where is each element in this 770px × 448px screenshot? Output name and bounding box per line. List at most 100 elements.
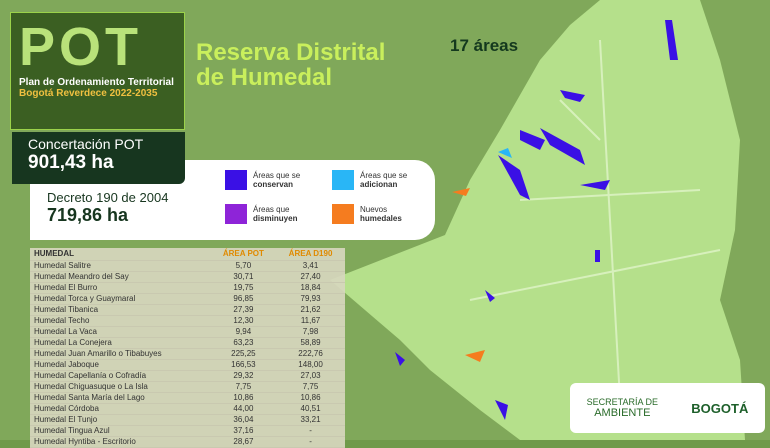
legend-strong: adicionan (360, 180, 398, 189)
wetland (540, 128, 585, 165)
table-cell: Humedal Córdoba (30, 403, 211, 415)
table-cell: Humedal El Burro (30, 282, 211, 294)
wetland-table: HUMEDAL ÁREA POT ÁREA D190 Humedal Salitre 5… (30, 248, 345, 448)
city-area (330, 0, 745, 440)
table-cell: 7,75 (210, 381, 277, 393)
table-cell: 29,32 (210, 370, 277, 382)
table-cell: Humedal La Conejera (30, 337, 211, 349)
legend-swatch (225, 170, 247, 190)
legend-strong: conservan (253, 180, 294, 189)
legend-strong: disminuyen (253, 214, 298, 223)
table-row: Humedal Tibanica 27,39 21,62 (30, 304, 345, 316)
table-cell: Humedal Techo (30, 315, 211, 327)
secretaria-label: SECRETARÍA DE (586, 397, 658, 407)
logo-tagline: Bogotá Reverdece 2022-2035 (19, 88, 158, 99)
table-row: Humedal La Conejera 63,23 58,89 (30, 337, 345, 349)
table-header: HUMEDAL ÁREA POT ÁREA D190 (30, 248, 345, 261)
legend-label: Áreas que se (360, 171, 408, 180)
wetland (665, 20, 678, 60)
table-cell: Humedal Santa María del Lago (30, 392, 211, 404)
table-cell: Humedal Torca y Guaymaral (30, 293, 211, 305)
table-cell: 18,84 (276, 282, 345, 294)
table-cell: Humedal Salitre (30, 260, 211, 272)
summary-value: 901,43 ha (28, 152, 114, 173)
table-row: Humedal El Burro 19,75 18,84 (30, 282, 345, 294)
legend-item: Áreas que se adicionan (332, 170, 427, 190)
decreto: Decreto 190 de 2004 719,86 ha (47, 190, 168, 226)
logo-subtitle: Plan de Ordenamiento Territorial (19, 77, 174, 88)
table-cell: Humedal Capellanía o Cofradía (30, 370, 211, 382)
table-cell: Humedal Hyntiba - Escritorio (30, 436, 211, 448)
table-cell: 63,23 (210, 337, 277, 349)
table-cell: 79,93 (276, 293, 345, 305)
wetland (498, 155, 530, 200)
table-cell: 33,21 (276, 414, 345, 426)
legend-swatch (332, 170, 354, 190)
table-cell: 9,94 (210, 326, 277, 338)
table-cell: 148,00 (276, 359, 345, 371)
table-cell: 19,75 (210, 282, 277, 294)
legend-swatch (332, 204, 354, 224)
table-row: Humedal Juan Amarillo o Tibabuyes 225,25 2… (30, 348, 345, 360)
table-cell: 225,25 (210, 348, 277, 360)
table-row: Humedal Techo 12,30 11,67 (30, 315, 345, 327)
legend-label: Áreas que se (253, 171, 301, 180)
area-count: 17 áreas (450, 36, 519, 55)
wetland (452, 188, 470, 196)
legend-text: Áreas que disminuyen (253, 205, 297, 223)
header-cell: HUMEDAL (30, 248, 211, 261)
table-row: Humedal Capellanía o Cofradía 29,32 27,03 (30, 370, 345, 382)
wetland (495, 400, 508, 420)
table-cell: 21,62 (276, 304, 345, 316)
table-row: Humedal Chiguasuque o La Isla 7,75 7,75 (30, 381, 345, 393)
table-cell: Humedal Jaboque (30, 359, 211, 371)
title: Reserva Distrital de Humedal (196, 39, 386, 91)
table-cell: 12,30 (210, 315, 277, 327)
legend-swatch (225, 204, 247, 224)
footer-logos: SECRETARÍA DE AMBIENTE BOGOTÁ (570, 383, 765, 433)
legend-text: Áreas que se adicionan (360, 171, 407, 189)
summary-value: 719,86 ha (47, 205, 129, 225)
table-cell: 222,76 (276, 348, 345, 360)
header-cell: ÁREA D190 (276, 248, 345, 261)
summary-label: Decreto 190 de 2004 (47, 190, 169, 205)
table-cell: 40,51 (276, 403, 345, 415)
legend-text: Áreas que se conservan (253, 171, 300, 189)
legend-item: Nuevos humedales (332, 204, 427, 224)
table-cell: Humedal El Tunjo (30, 414, 211, 426)
wetland (520, 130, 545, 150)
wetland (395, 352, 405, 366)
table-cell: 27,39 (210, 304, 277, 316)
table-row: Humedal La Vaca 9,94 7,98 (30, 326, 345, 338)
pot-logo: POT Plan de Ordenamiento Territorial Bog… (10, 12, 185, 130)
legend-label: Nuevos (360, 205, 388, 214)
table-cell: Humedal La Vaca (30, 326, 211, 338)
table-cell: 96,85 (210, 293, 277, 305)
table-row: Humedal Salitre 5,70 3,41 (30, 260, 345, 272)
secretaria-logo: SECRETARÍA DE AMBIENTE (587, 397, 658, 419)
table-row: Humedal Santa María del Lago 10,86 10,86 (30, 392, 345, 404)
legend-item: Áreas que se conservan (225, 170, 320, 190)
logo-title: POT (19, 17, 143, 77)
legend: Áreas que se conservan Áreas que se adicion… (225, 170, 435, 224)
header-cell: ÁREA POT (210, 248, 277, 261)
table-cell: 11,67 (276, 315, 345, 327)
wetland (580, 180, 610, 190)
table-cell: Humedal Tingua Azul (30, 425, 211, 437)
table-row: Humedal Meandro del Say 30,71 27,40 (30, 271, 345, 283)
table-cell: 3,41 (276, 260, 345, 272)
table-cell: 27,03 (276, 370, 345, 382)
wetland (465, 350, 485, 362)
ambiente-label: AMBIENTE (594, 407, 651, 419)
roads (469, 39, 721, 401)
table-cell: 58,89 (276, 337, 345, 349)
table-cell: 37,16 (210, 425, 277, 437)
table-cell: Humedal Tibanica (30, 304, 211, 316)
table-cell: 166,53 (210, 359, 277, 371)
table-row: Humedal Torca y Guaymaral 96,85 79,93 (30, 293, 345, 305)
table-row: Humedal Tingua Azul 37,16- (30, 425, 345, 437)
table-cell: 10,86 (276, 392, 345, 404)
table-row: Humedal Córdoba 44,00 40,51 (30, 403, 345, 415)
wetland (498, 148, 512, 158)
